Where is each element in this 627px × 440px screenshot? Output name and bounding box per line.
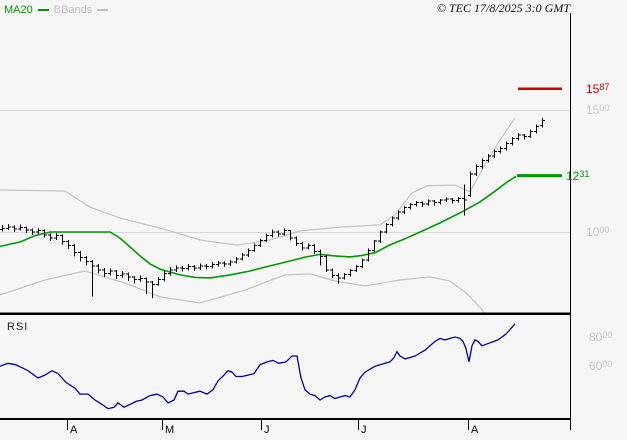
bb-lower-line [0, 270, 486, 313]
rsi-line [0, 323, 516, 410]
price-scale-label-1000: 1000 [586, 225, 610, 239]
ma20-legend-label: MA20 [4, 4, 33, 16]
copyright-text: © TEC 17/8/2025 3:0 GMT [436, 1, 570, 15]
ma20-line [0, 175, 517, 279]
price-scale-label-1500: 1500 [586, 103, 610, 117]
bbands-legend-label: BBands [53, 4, 93, 16]
month-label-M: M [165, 424, 174, 436]
level-lines [517, 87, 562, 178]
month-label-A: A [471, 424, 479, 436]
level-label-1587: 1587 [586, 82, 610, 96]
bollinger-bands [0, 117, 516, 313]
candlestick-bars [0, 118, 545, 298]
bb-upper-line [0, 117, 516, 246]
month-label-J: J [361, 424, 367, 436]
legend: MA20 BBands [4, 4, 109, 16]
chart-frame [0, 13, 572, 420]
price-gridlines [0, 110, 570, 233]
rsi-scale-label-60: 6000 [589, 359, 613, 373]
rsi-scale-label-80: 8000 [589, 330, 613, 344]
month-label-A: A [70, 424, 78, 436]
ma20-legend-swatch [37, 9, 49, 11]
rsi-panel-title: RSI [7, 321, 29, 333]
month-label-J: J [264, 424, 270, 436]
bbands-legend-swatch [97, 9, 109, 11]
level-label-1231: 1231 [566, 169, 590, 183]
